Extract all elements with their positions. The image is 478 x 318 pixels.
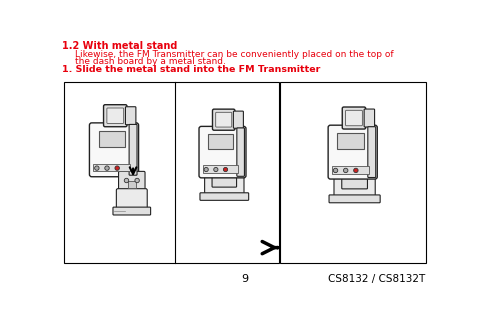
FancyBboxPatch shape: [342, 176, 368, 189]
Text: 1. Slide the metal stand into the FM Transmitter: 1. Slide the metal stand into the FM Tra…: [62, 65, 320, 74]
FancyBboxPatch shape: [205, 175, 244, 195]
FancyBboxPatch shape: [104, 105, 127, 127]
FancyBboxPatch shape: [342, 107, 366, 129]
Circle shape: [115, 166, 120, 170]
Text: 9: 9: [241, 274, 249, 284]
FancyBboxPatch shape: [368, 127, 376, 177]
FancyBboxPatch shape: [113, 207, 151, 215]
Circle shape: [105, 166, 109, 170]
FancyBboxPatch shape: [119, 171, 145, 191]
Circle shape: [95, 166, 99, 170]
FancyBboxPatch shape: [129, 124, 137, 175]
FancyBboxPatch shape: [237, 128, 244, 176]
FancyBboxPatch shape: [125, 107, 136, 125]
Circle shape: [135, 178, 139, 183]
FancyBboxPatch shape: [329, 195, 380, 203]
FancyBboxPatch shape: [200, 193, 249, 200]
Text: the dash board by a metal stand.: the dash board by a metal stand.: [75, 57, 226, 66]
FancyBboxPatch shape: [216, 112, 232, 127]
Bar: [337, 133, 364, 149]
Bar: [64, 82, 279, 263]
Bar: [93, 164, 130, 171]
FancyBboxPatch shape: [116, 189, 147, 210]
FancyBboxPatch shape: [233, 111, 243, 128]
Circle shape: [344, 168, 348, 173]
FancyBboxPatch shape: [346, 110, 362, 126]
Bar: [280, 82, 426, 263]
Bar: [203, 165, 238, 173]
FancyBboxPatch shape: [328, 125, 377, 179]
Text: Likewise, the FM Transmitter can be conveniently placed on the top of: Likewise, the FM Transmitter can be conv…: [75, 50, 394, 59]
Bar: [332, 166, 369, 174]
Bar: [99, 131, 125, 147]
Text: CS8132 / CS8132T: CS8132 / CS8132T: [328, 274, 425, 284]
FancyBboxPatch shape: [107, 108, 124, 123]
Circle shape: [204, 168, 208, 172]
FancyBboxPatch shape: [199, 126, 246, 178]
Circle shape: [124, 178, 129, 183]
Bar: [128, 181, 136, 188]
Circle shape: [214, 168, 218, 172]
FancyBboxPatch shape: [334, 176, 375, 197]
Circle shape: [223, 168, 228, 172]
Bar: [208, 134, 233, 149]
Circle shape: [354, 168, 358, 173]
FancyBboxPatch shape: [89, 123, 139, 177]
FancyBboxPatch shape: [212, 175, 237, 187]
FancyBboxPatch shape: [364, 109, 375, 127]
Text: 1.2 With metal stand: 1.2 With metal stand: [62, 41, 177, 51]
FancyBboxPatch shape: [213, 109, 235, 130]
Circle shape: [333, 168, 338, 173]
